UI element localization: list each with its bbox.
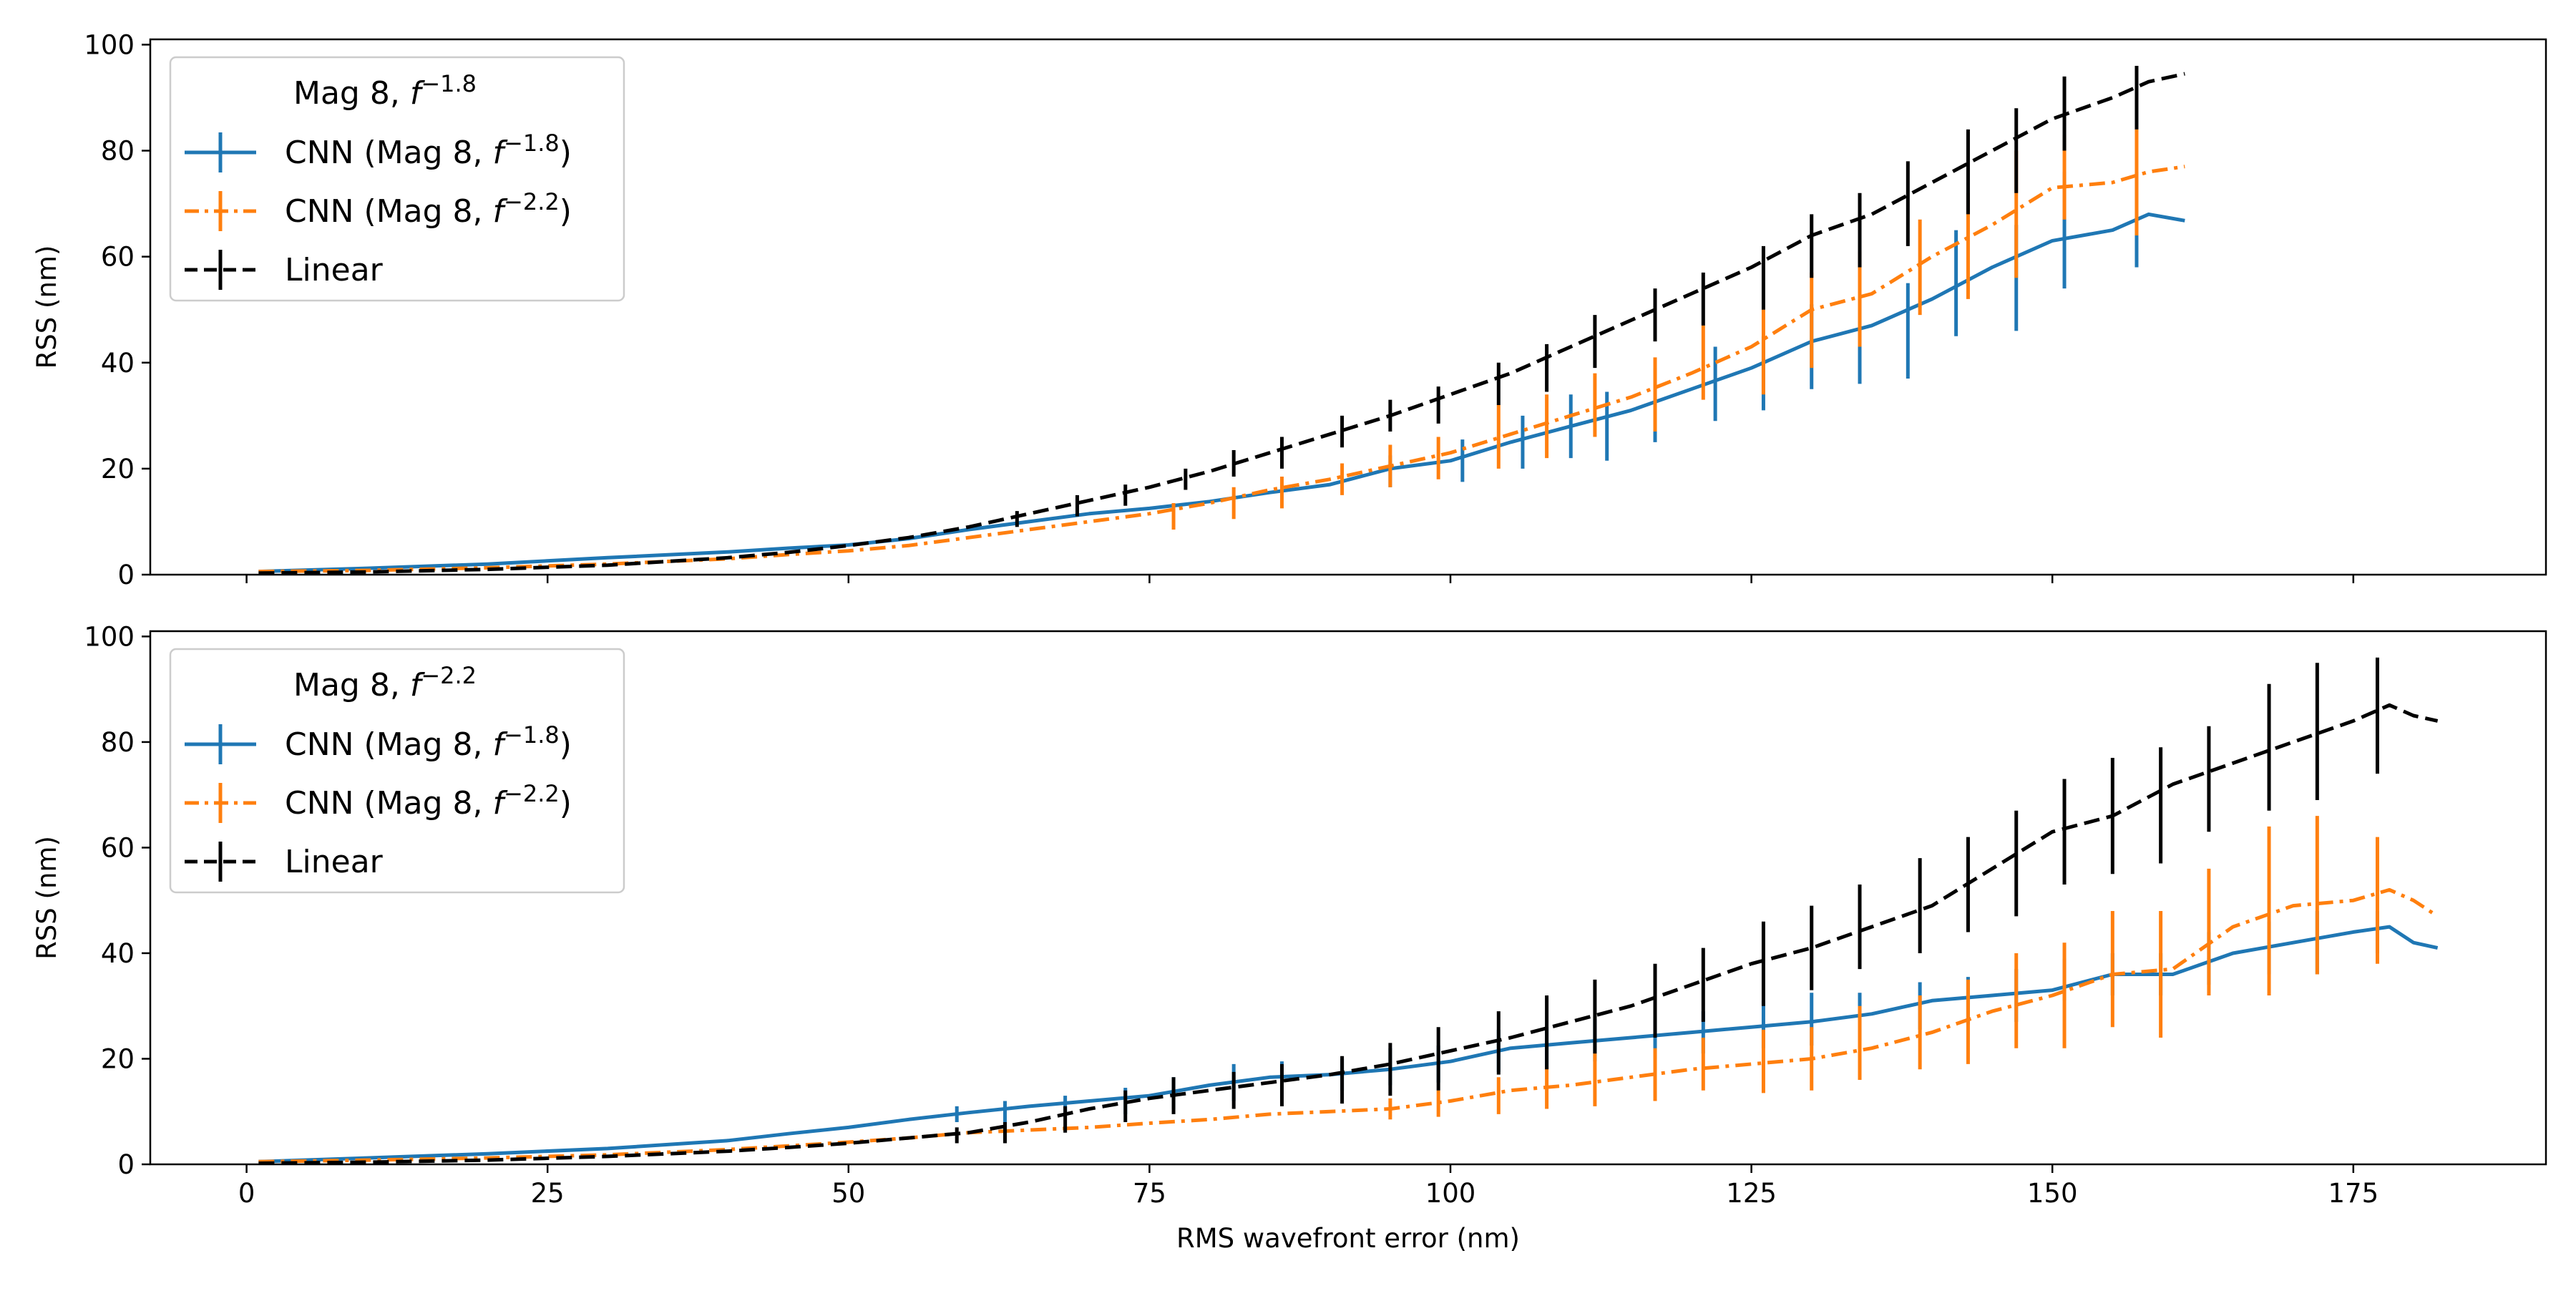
- x-tick-label: 75: [1133, 1178, 1166, 1209]
- y-tick-label: 80: [101, 136, 135, 167]
- legend: Mag 8, f−1.8 CNN (Mag 8, f−1.8) CNN (Mag 8…: [169, 56, 625, 302]
- y-tick-label: 0: [117, 1149, 135, 1180]
- top-panel: 0 20 40 60 80 100 RSS (nm) Mag 8, f−1.8 CNN (Mag…: [31, 29, 2547, 590]
- y-tick-label: 100: [84, 29, 135, 60]
- series-line-2: [258, 703, 2439, 1164]
- axes-frame: [149, 630, 2547, 1166]
- y-tick-label: 40: [101, 348, 135, 379]
- y-tick-label: 20: [101, 1043, 135, 1074]
- legend-label-1: CNN (Mag 8, f−2.2): [285, 188, 572, 230]
- legend-title: Mag 8, f−1.8: [293, 70, 477, 112]
- x-axis-label: RMS wavefront error (nm): [1176, 1223, 1520, 1254]
- x-tick-label: 100: [1425, 1178, 1476, 1209]
- x-tick-label: 0: [238, 1178, 255, 1209]
- legend-box: [169, 56, 625, 302]
- y-tick-label: 60: [101, 832, 135, 863]
- series-line-2: [258, 72, 2185, 575]
- x-tick-label: 25: [531, 1178, 565, 1209]
- series-line-1: [258, 887, 2439, 1164]
- series-line-0: [258, 212, 2185, 574]
- y-tick-label: 60: [101, 242, 135, 273]
- x-tick-label: 150: [2027, 1178, 2078, 1209]
- series-line-1: [258, 165, 2185, 574]
- plot-area: [258, 66, 2185, 575]
- legend-label-1: CNN (Mag 8, f−2.2): [285, 780, 572, 822]
- axes-frame: [149, 38, 2547, 576]
- legend-label-2: Linear: [285, 844, 384, 880]
- legend-label-0: CNN (Mag 8, f−1.8): [285, 130, 572, 171]
- y-axis-label: RSS (nm): [31, 836, 62, 960]
- y-tick-label: 80: [101, 727, 135, 758]
- x-tick-label: 125: [1726, 1178, 1777, 1209]
- plot-area: [258, 657, 2439, 1164]
- legend-box: [169, 648, 625, 894]
- y-tick-label: 40: [101, 938, 135, 969]
- bottom-panel: 0 25 50 75 100 125 150 175 0 20 40 60 80 100 RSS (nm) R…: [31, 621, 2547, 1254]
- y-axis-label: RSS (nm): [31, 245, 62, 369]
- y-tick-label: 20: [101, 454, 135, 484]
- legend-label-0: CNN (Mag 8, f−1.8): [285, 721, 572, 763]
- x-tick-label: 50: [831, 1178, 865, 1209]
- series-line-0: [258, 925, 2439, 1164]
- y-tick-label: 100: [84, 621, 135, 652]
- y-tick-label: 0: [117, 560, 135, 590]
- legend-label-2: Linear: [285, 252, 384, 288]
- x-tick-label: 175: [2328, 1178, 2379, 1209]
